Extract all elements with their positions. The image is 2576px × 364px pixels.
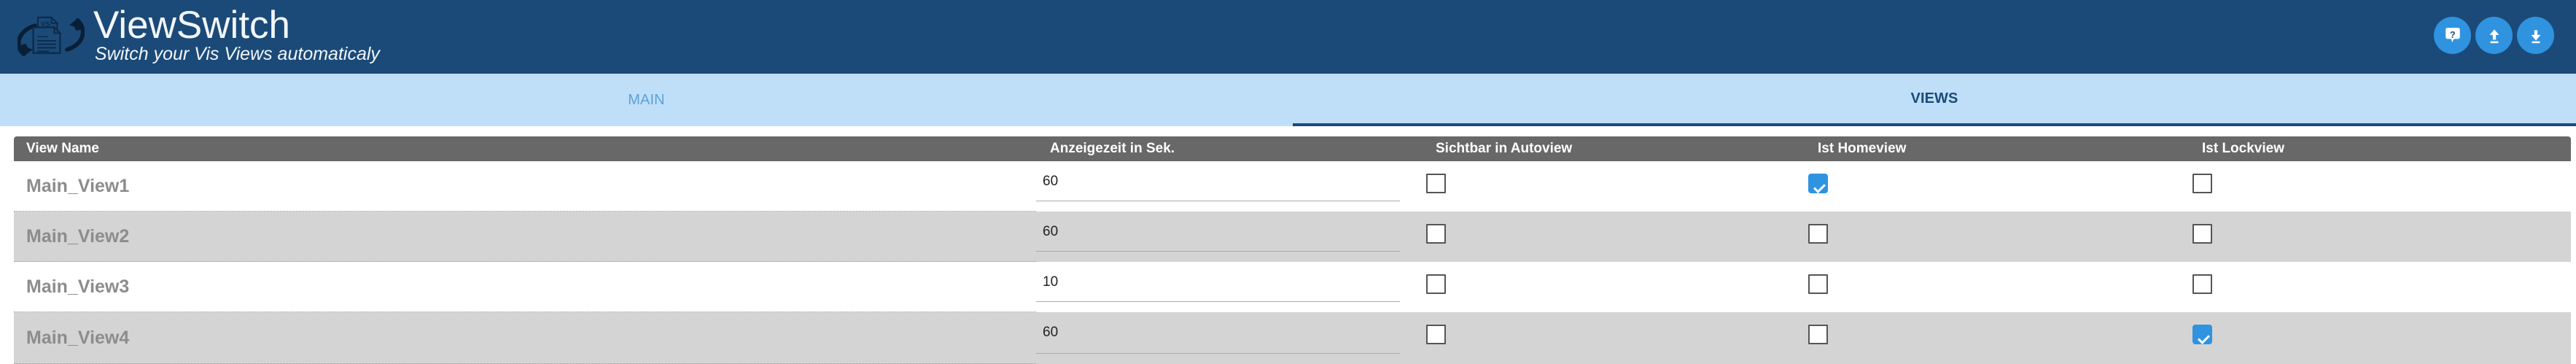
svg-text:?: ? [2449, 29, 2455, 39]
